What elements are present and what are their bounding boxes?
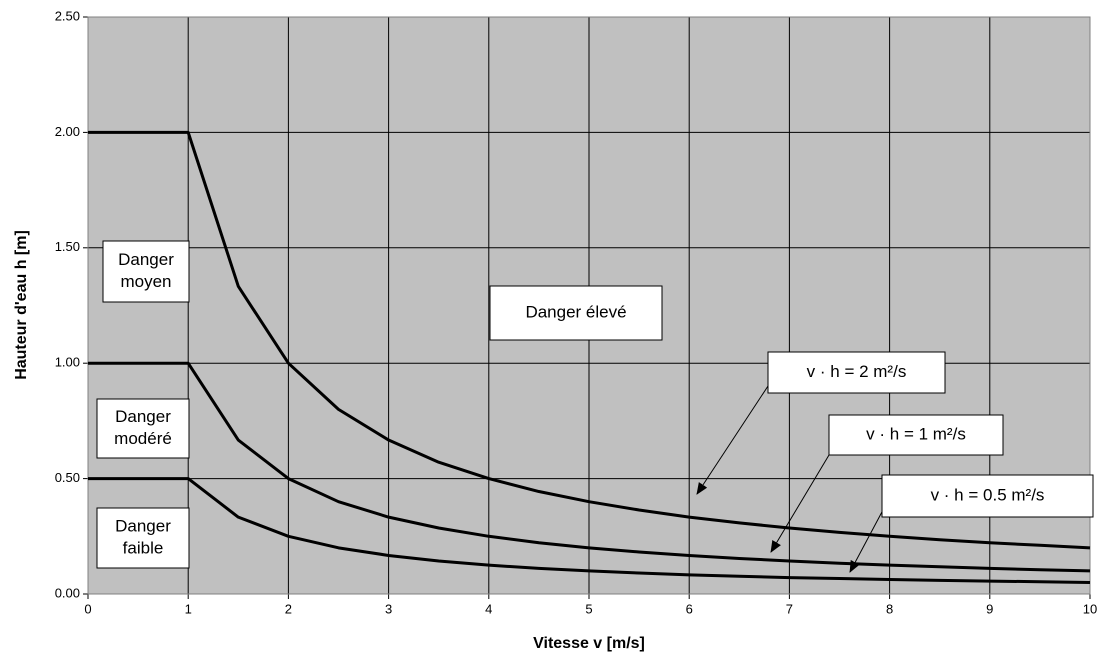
annotation-box	[96, 398, 190, 459]
x-tick-label: 7	[786, 601, 793, 616]
annotation-text: faible	[123, 538, 164, 557]
x-tick-label: 4	[485, 601, 492, 616]
annotation-box	[102, 240, 190, 303]
annotation-text: modéré	[114, 429, 172, 448]
x-tick-label: 8	[886, 601, 893, 616]
series-line	[88, 477, 1091, 584]
x-tick-label: 10	[1083, 601, 1097, 616]
annotation-text: Danger	[115, 407, 171, 426]
y-axis-label: Hauteur d'eau h [m]	[13, 230, 30, 380]
y-tick-label: 2.50	[55, 8, 80, 23]
y-tick-label: 0.50	[55, 470, 80, 485]
annotation-text: v · h = 2 m²/s	[807, 362, 907, 381]
y-tick-label: 1.50	[55, 239, 80, 254]
annotation-text: v · h = 0.5 m²/s	[931, 485, 1045, 504]
annotation-text: Danger	[115, 516, 171, 535]
y-tick-label: 2.00	[55, 124, 80, 139]
series-line	[88, 361, 1091, 573]
x-tick-label: 1	[185, 601, 192, 616]
x-tick-label: 0	[84, 601, 91, 616]
annotation-arrow	[849, 509, 884, 573]
y-tick-label: 0.00	[55, 585, 80, 600]
x-axis-label: Vitesse v [m/s]	[533, 635, 645, 652]
annotation-arrow	[696, 382, 771, 495]
annotation-box	[828, 414, 1004, 456]
annotation-text: v · h = 1 m²/s	[866, 424, 966, 443]
x-tick-label: 6	[686, 601, 693, 616]
x-tick-label: 3	[385, 601, 392, 616]
annotation-box	[96, 507, 190, 569]
series-line	[88, 130, 1091, 550]
y-tick-label: 1.00	[55, 355, 80, 370]
annotation-box	[489, 285, 663, 341]
x-tick-label: 5	[585, 601, 592, 616]
annotation-arrow	[770, 449, 833, 553]
annotation-text: Danger élevé	[525, 302, 626, 321]
annotation-text: moyen	[120, 272, 171, 291]
plot-border	[87, 16, 1091, 595]
x-tick-label: 9	[986, 601, 993, 616]
annotation-box	[767, 351, 946, 394]
x-tick-label: 2	[285, 601, 292, 616]
annotation-text: Danger	[118, 250, 174, 269]
annotation-box	[881, 474, 1094, 518]
